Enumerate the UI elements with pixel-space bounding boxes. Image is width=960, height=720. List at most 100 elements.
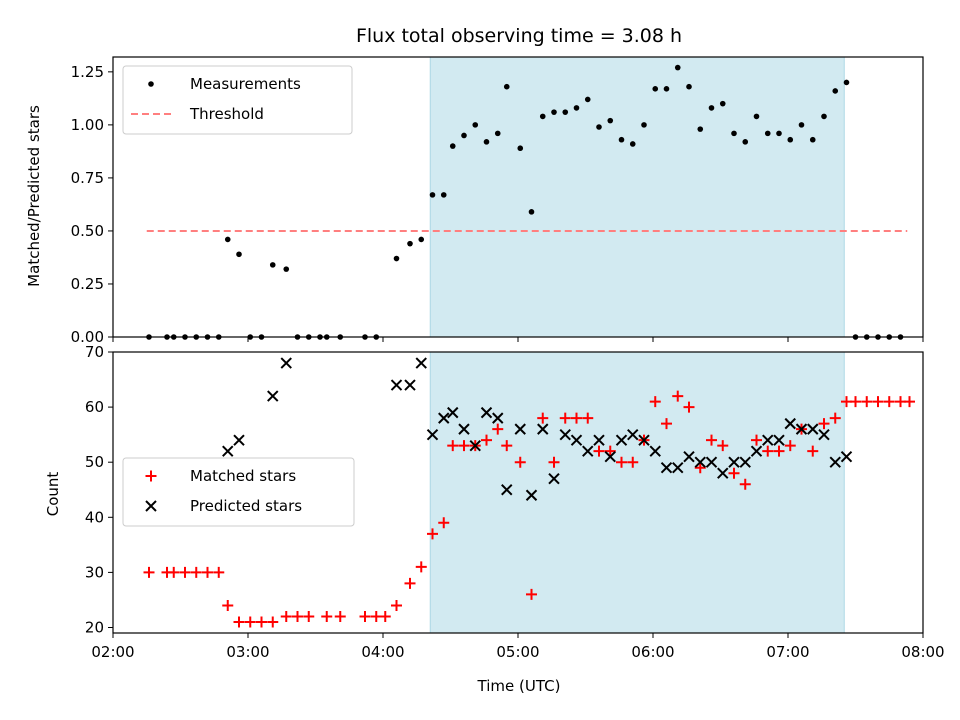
data-point [807, 445, 819, 457]
data-point [501, 440, 513, 452]
data-point [762, 434, 774, 446]
x-tick-label: 04:00 [361, 643, 404, 661]
x-tick-label: 05:00 [496, 643, 539, 661]
data-point [629, 141, 636, 147]
data-point [494, 130, 501, 137]
data-point [292, 610, 303, 622]
data-point [649, 445, 661, 457]
x-tick-label: 02:00 [91, 643, 134, 661]
legend: Measurements Threshold [122, 65, 353, 135]
data-point [596, 124, 602, 130]
observing-window [429, 351, 845, 634]
data-point [447, 440, 459, 452]
data-point [525, 489, 538, 501]
data-point [222, 599, 234, 611]
x-tick-label: 03:00 [226, 643, 269, 661]
y-tick-label: 20 [85, 618, 104, 636]
data-point [440, 192, 447, 198]
data-point [469, 439, 481, 452]
data-point [449, 143, 456, 149]
data-point [570, 434, 583, 446]
data-point [562, 109, 569, 115]
data-point [615, 434, 628, 446]
data-point [573, 105, 580, 111]
data-point [517, 145, 524, 152]
x-axis-label: Time (UTC) [477, 677, 561, 695]
data-point [719, 100, 726, 107]
data-point [415, 561, 427, 573]
data-point [904, 396, 915, 408]
data-point [539, 113, 546, 120]
data-point [280, 357, 292, 369]
data-point [447, 406, 459, 419]
data-point [202, 566, 213, 578]
data-point [483, 139, 490, 145]
data-point [551, 109, 557, 115]
x-tick-label: 06:00 [631, 643, 674, 661]
y-tick-label: 0.00 [71, 328, 104, 346]
data-point [501, 484, 513, 496]
data-point [514, 456, 526, 468]
data-point [604, 445, 616, 457]
data-point [559, 412, 571, 424]
data-point [514, 423, 526, 435]
data-point [731, 130, 737, 137]
data-point [706, 434, 717, 446]
data-point [829, 412, 841, 424]
legend-marker-plus [145, 470, 157, 482]
bottom-y-axis-label: Count [44, 472, 62, 517]
data-point [267, 616, 279, 628]
data-point [672, 461, 684, 474]
data-point [438, 412, 450, 424]
data-point [492, 412, 504, 424]
series-predicted-stars [222, 357, 853, 501]
data-point [861, 396, 873, 408]
data-point [728, 467, 740, 479]
data-point [663, 86, 670, 92]
data-point [618, 136, 625, 143]
legend-box [122, 65, 353, 135]
data-point [683, 450, 695, 463]
data-point [818, 428, 830, 441]
data-point [674, 64, 681, 71]
data-point [256, 616, 267, 628]
y-tick-label: 40 [85, 508, 104, 526]
data-point [773, 434, 785, 446]
data-point [244, 616, 256, 628]
data-point [391, 599, 402, 611]
data-point [404, 577, 416, 589]
data-point [438, 517, 450, 529]
data-point [840, 450, 853, 463]
y-tick-label: 1.25 [71, 63, 104, 81]
data-point [582, 445, 594, 457]
data-point [537, 423, 549, 435]
data-point [393, 255, 400, 262]
data-point [224, 236, 231, 243]
data-point [233, 434, 245, 446]
data-point [303, 610, 315, 622]
data-point [548, 473, 560, 485]
data-point [143, 566, 155, 578]
data-point [222, 445, 234, 457]
data-point [559, 428, 571, 441]
data-point [236, 251, 242, 258]
data-point [283, 266, 290, 272]
data-point [321, 610, 333, 622]
data-point [503, 83, 510, 90]
data-point [404, 379, 416, 391]
data-point [426, 428, 439, 441]
data-point [829, 456, 841, 468]
data-point [742, 139, 749, 145]
y-tick-label: 30 [85, 563, 104, 581]
top-panel: 0.00 0.25 0.50 0.75 1.00 1.25 Measurements Thre… [71, 56, 924, 346]
data-point [627, 428, 639, 441]
data-point [795, 423, 808, 435]
data-point [379, 610, 391, 622]
y-tick-label: 0.75 [71, 169, 104, 187]
series-matched-stars [143, 390, 915, 628]
data-point [415, 357, 427, 369]
data-point [458, 423, 470, 435]
y-tick-label: 0.25 [71, 275, 104, 293]
data-point [694, 456, 706, 468]
